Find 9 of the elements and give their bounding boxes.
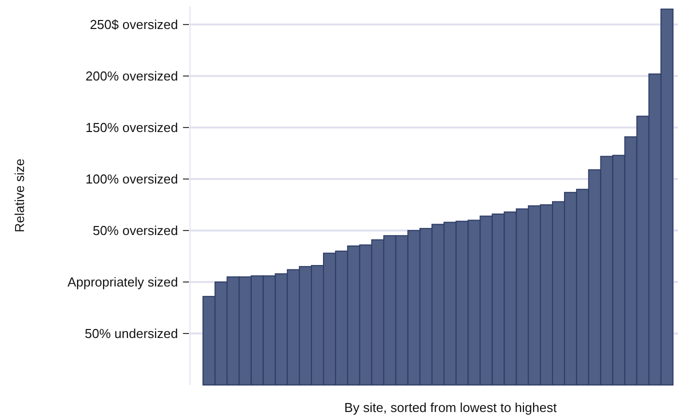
y-tick-label: 50% undersized [84,326,178,342]
y-axis-title: Relative size [12,158,27,232]
x-axis-title: By site, sorted from lowest to highest [344,400,558,415]
y-tick-label: 200% oversized [86,68,178,84]
y-tick-label: 50% oversized [92,223,178,238]
y-tick-label: 150% oversized [86,120,178,136]
y-tick-label: 250$ oversized [90,17,178,32]
y-tick-label: 100% oversized [86,172,178,187]
y-tick-label: Appropriately sized [67,274,178,290]
